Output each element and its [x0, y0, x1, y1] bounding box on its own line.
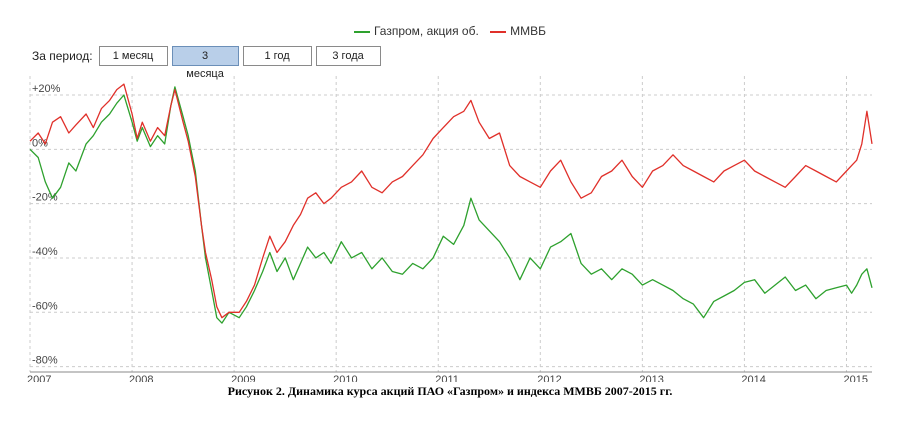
y-tick-label: +20%: [32, 83, 61, 95]
y-tick-label: 0%: [32, 137, 48, 149]
period-1-year-button[interactable]: 1 год: [242, 46, 312, 66]
legend-label-micex: ММВБ: [510, 24, 547, 38]
series-line-gazprom: [29, 86, 873, 324]
figure-caption: Рисунок 2. Динамика курса акций ПАО «Газ…: [227, 384, 673, 398]
period-3-months-label: 3 месяца: [186, 50, 224, 80]
y-tick-label: -60%: [32, 300, 58, 312]
y-tick-label: -80%: [32, 355, 58, 367]
x-tick-label: 2011: [435, 374, 459, 382]
x-tick-label: 2012: [537, 374, 561, 382]
x-tick-label: 2009: [231, 374, 255, 382]
period-1-month-button[interactable]: 1 месяц: [98, 46, 168, 66]
legend-label-gazprom: Газпром, акция об.: [373, 24, 479, 38]
series-line-micex: [29, 83, 873, 319]
legend-swatch-gazprom: [353, 30, 370, 33]
period-label: За период:: [32, 49, 93, 63]
legend-item-gazprom[interactable]: Газпром, акция об.: [353, 24, 479, 38]
x-tick-label: 2014: [741, 374, 765, 382]
legend-swatch-micex: [490, 30, 507, 33]
y-tick-label: -20%: [32, 192, 58, 204]
x-tick-label: 2013: [639, 374, 663, 382]
period-1-year-label: 1 год: [264, 50, 290, 62]
x-tick-label: 2015: [843, 374, 867, 382]
x-tick-label: 2008: [129, 374, 153, 382]
x-tick-label: 2007: [27, 374, 51, 382]
period-1-month-label: 1 месяц: [112, 50, 154, 62]
period-3-years-button[interactable]: 3 года: [315, 46, 381, 66]
period-selector: За период: 1 месяц 3 месяца 1 год 3 года: [32, 46, 385, 80]
legend-item-micex[interactable]: ММВБ: [490, 24, 546, 38]
line-chart: +20% 0% -20% -40% -60% -80% 2007 2008 2009 2010 20…: [27, 76, 873, 382]
y-tick-label: -40%: [32, 246, 58, 258]
period-3-years-label: 3 года: [332, 50, 364, 62]
period-3-months-button[interactable]: 3 месяца: [171, 46, 239, 80]
chart-legend: Газпром, акция об. ММВБ: [0, 24, 900, 40]
x-tick-label: 2010: [333, 374, 357, 382]
